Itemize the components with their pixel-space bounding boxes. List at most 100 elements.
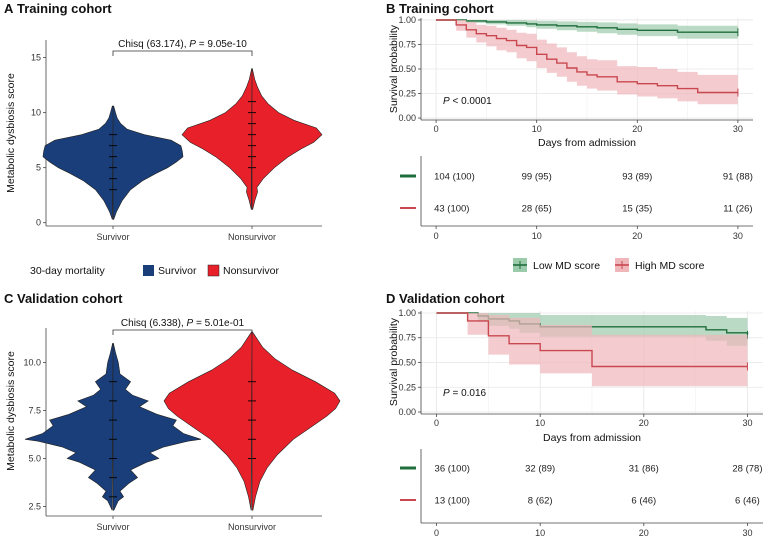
panel-d-xtick-label: 10 <box>535 418 545 428</box>
panel-c-p-value: = 5.01e-01 <box>193 318 244 329</box>
panel-d-band-high-md <box>436 313 748 387</box>
panel-c-test-label: Chisq (6.338), P = 5.01e-01 <box>121 318 245 329</box>
panel-c-axes: 2.5 5.0 7.5 10.0 Survivor Nonsurvivor <box>23 328 322 532</box>
panel-c-p-symbol: P <box>187 318 194 329</box>
panel-c-ytick-label: 7.5 <box>28 405 41 415</box>
panel-b-risk-cell: 91 (88) <box>723 172 753 183</box>
panel-b-xtick-label: 10 <box>532 124 542 134</box>
panel-d-ytick-label: 1.00 <box>398 308 416 318</box>
panel-c-xtick-label: Nonsurvivor <box>228 522 276 532</box>
panel-d-ytick-label: 0.50 <box>398 358 416 368</box>
panel-d-risk-cell: 31 (86) <box>629 464 659 475</box>
panel-d-p-value: = 0.016 <box>450 388 487 399</box>
panel-d-risk-xtick-label: 20 <box>639 528 649 537</box>
panel-a-p-symbol: P <box>189 39 196 50</box>
panel-d-curve-high-md <box>436 312 748 368</box>
panel-a-xtick-label: Nonsurvivor <box>228 232 276 242</box>
panel-b-risk-cell: 11 (26) <box>723 204 752 215</box>
panel-c: C Validation cohort Metabolic dysbiosis … <box>4 291 341 532</box>
panel-a-letter: A <box>4 1 14 16</box>
panel-a-violins <box>42 68 323 220</box>
panel-b-ytick-label: 1.00 <box>398 15 416 25</box>
panel-c-title: Validation cohort <box>17 291 123 306</box>
panel-a-ylabel: Metabolic dysbiosis score <box>5 73 17 193</box>
panel-d-risk-cell: 32 (89) <box>525 464 555 475</box>
panel-c-violin-survivor <box>24 343 202 511</box>
panel-a-ytick-label: 15 <box>31 53 41 63</box>
panel-b-km-curves <box>436 19 739 105</box>
panel-b-band-low-md <box>436 20 738 39</box>
panel-b-letter: B <box>386 1 395 16</box>
panel-d: D Validation cohort Survival probability… <box>386 291 763 537</box>
panel-b-risk-table: 0 10 20 30 104 (100) 99 (95) 93 (89) 91 (88) 43 … <box>400 156 753 241</box>
panel-b-title: Training cohort <box>399 1 494 16</box>
panel-d-xtick-label: 0 <box>434 418 439 428</box>
panel-b-risk-cell: 93 (89) <box>622 172 652 183</box>
panel-c-ytick-label: 2.5 <box>28 501 41 511</box>
panel-d-km-curves <box>436 312 749 387</box>
panel-c-letter: C <box>4 291 14 306</box>
legend-survivor-label: Survivor <box>158 265 197 277</box>
panel-b: B Training cohort Survival probability D… <box>386 1 753 241</box>
panel-c-violin-nonsurvivor <box>163 331 341 511</box>
legend-high-md-label: High MD score <box>635 260 705 272</box>
panel-b-risk-xtick-label: 30 <box>733 231 743 241</box>
panel-a-ytick-label: 5 <box>36 163 41 173</box>
panel-a-significance-bracket <box>112 50 253 56</box>
panel-a-violin-nonsurvivor <box>181 68 323 210</box>
panel-b-risk-xtick-label: 20 <box>632 231 642 241</box>
panel-c-ytick-label: 5.0 <box>28 453 41 463</box>
panel-d-ylabel: Survival probability <box>388 317 400 406</box>
legend-nonsurvivor-label: Nonsurvivor <box>223 265 280 277</box>
panel-d-risk-cell: 6 (46) <box>735 496 760 507</box>
panel-d-ytick-label: 0.25 <box>398 382 416 392</box>
panel-b-risk-cell: 15 (35) <box>622 204 652 215</box>
panel-b-risk-xtick-label: 0 <box>434 231 439 241</box>
panel-b-p-symbol: P <box>443 96 450 107</box>
panel-a-test-prefix: Chisq (63.174), <box>118 39 189 50</box>
panel-b-xtick-label: 30 <box>733 124 743 134</box>
panel-b-xlabel: Days from admission <box>538 137 636 149</box>
panel-b-risk-cell: 104 (100) <box>434 172 475 183</box>
panel-d-risk-xtick-label: 30 <box>742 528 752 537</box>
panel-b-ytick-label: 0.00 <box>398 113 416 123</box>
panel-b-ytick-label: 0.50 <box>398 64 416 74</box>
panel-d-xtick-label: 30 <box>742 418 752 428</box>
panel-a-test-label: Chisq (63.174), P = 9.05e-10 <box>118 39 247 50</box>
panel-b-xtick-label: 0 <box>434 124 439 134</box>
panel-c-violins <box>24 331 341 511</box>
panel-a-title: Training cohort <box>17 1 112 16</box>
panel-d-risk-xtick-label: 10 <box>535 528 545 537</box>
panel-c-ylabel: Metabolic dysbiosis score <box>5 351 17 471</box>
panel-d-ytick-label: 0.00 <box>398 407 416 417</box>
panel-d-risk-cell: 28 (78) <box>732 464 762 475</box>
panel-c-ytick-label: 10.0 <box>23 358 41 368</box>
panel-a-significance: Chisq (63.174), P = 9.05e-10 <box>112 39 253 56</box>
panel-c-significance-bracket <box>112 329 253 335</box>
panel-d-risk-table: 0 10 20 30 36 (100) 32 (89) 31 (86) 28 (78) 13 (… <box>400 449 763 537</box>
panel-d-xtick-label: 20 <box>639 418 649 428</box>
legend-survivor-swatch <box>143 265 154 276</box>
panel-a-ytick-label: 0 <box>36 218 41 228</box>
panel-a-ytick-label: 10 <box>31 108 41 118</box>
panel-d-risk-cell: 8 (62) <box>528 496 553 507</box>
panel-b-p-value: < 0.0001 <box>450 96 492 107</box>
panel-b-ytick-label: 0.75 <box>398 39 416 49</box>
panel-a-xtick-label: Survivor <box>96 232 129 242</box>
panel-b-curve-low-md <box>436 19 738 33</box>
panel-a-violin-survivor <box>42 105 184 220</box>
panel-b-xtick-label: 20 <box>632 124 642 134</box>
panel-b-risk-cell: 99 (95) <box>522 172 552 183</box>
panel-d-risk-cell: 36 (100) <box>435 464 470 475</box>
panel-d-ytick-label: 0.75 <box>398 333 416 343</box>
panel-a-axes: 0 5 10 15 Survivor Nonsurvivor <box>31 40 322 242</box>
panel-a: A Training cohort Metabolic dysbiosis sc… <box>4 1 323 277</box>
md-score-legend: Low MD score High MD score <box>513 258 705 272</box>
panel-d-risk-cell: 6 (46) <box>631 496 656 507</box>
panel-b-risk-cell: 43 (100) <box>434 204 469 215</box>
panel-b-p-label: P < 0.0001 <box>443 96 492 107</box>
panel-d-p-symbol: P <box>443 388 450 399</box>
mortality-legend: 30-day mortality Survivor Nonsurvivor <box>30 264 280 277</box>
panel-d-risk-xtick-label: 0 <box>434 528 439 537</box>
